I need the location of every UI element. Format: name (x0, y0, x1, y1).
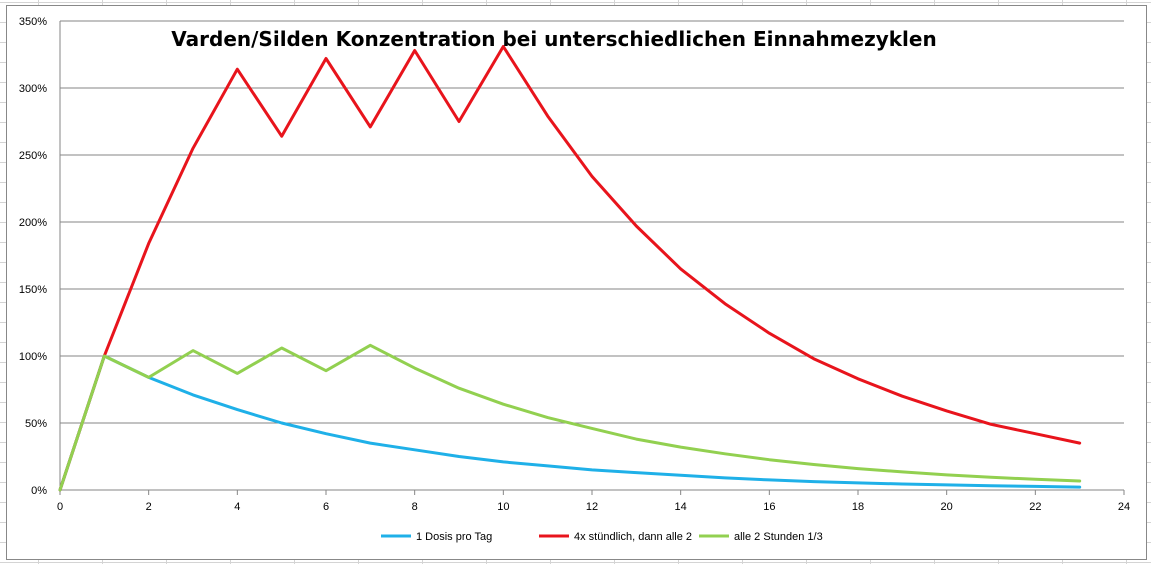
axes (59, 21, 1124, 491)
x-tick-label: 0 (57, 501, 63, 513)
series-lines (58, 45, 1082, 492)
x-tick-label: 14 (675, 501, 687, 513)
x-tick-label: 4 (234, 501, 240, 513)
x-tick-label: 20 (941, 501, 953, 513)
y-tick-label: 50% (25, 418, 47, 430)
y-tick-label: 0% (31, 485, 47, 497)
chart-area[interactable]: 0% 50% 100% 150% 200% 250% 300% 350% 0 2 4 6 8 10 12 1… (6, 5, 1147, 560)
chart-title: Varden/Silden Konzentration bei untersch… (171, 27, 936, 51)
y-tick-label: 250% (19, 150, 47, 162)
x-tick-label: 10 (497, 501, 509, 513)
y-tick-label: 300% (19, 83, 47, 95)
x-tick-label: 18 (852, 501, 864, 513)
line-chart: 0%50%100%150%200%250%300%350% 0 2 4 6 8 10 12 1… (19, 16, 1130, 543)
x-axis-ticks: 0 2 4 6 8 10 12 14 16 18 20 22 24 (57, 490, 1130, 513)
y-tick-label: 100% (19, 351, 47, 363)
y-axis-ticks: 0% 50% 100% 150% 200% 250% 300% 350% (19, 16, 47, 497)
x-tick-label: 8 (412, 501, 418, 513)
legend-label: 4x stündlich, dann alle 2 (574, 531, 692, 543)
x-tick-label: 22 (1029, 501, 1041, 513)
series-line-2 (58, 45, 1082, 492)
legend-label: 1 Dosis pro Tag (416, 531, 492, 543)
x-tick-label: 2 (146, 501, 152, 513)
series-line-1 (58, 354, 1082, 492)
legend-label: alle 2 Stunden 1/3 (734, 531, 823, 543)
series-line-3 (58, 343, 1082, 492)
gridlines (60, 20, 1124, 424)
x-tick-label: 16 (763, 501, 775, 513)
x-tick-label: 6 (323, 501, 329, 513)
y-tick-label: 200% (19, 217, 47, 229)
y-tick-label: 350% (19, 16, 47, 28)
legend: 1 Dosis pro Tag 4x stündlich, dann alle 2… (381, 531, 823, 543)
x-tick-label: 12 (586, 501, 598, 513)
x-tick-label: 24 (1118, 501, 1130, 513)
y-tick-label: 150% (19, 284, 47, 296)
